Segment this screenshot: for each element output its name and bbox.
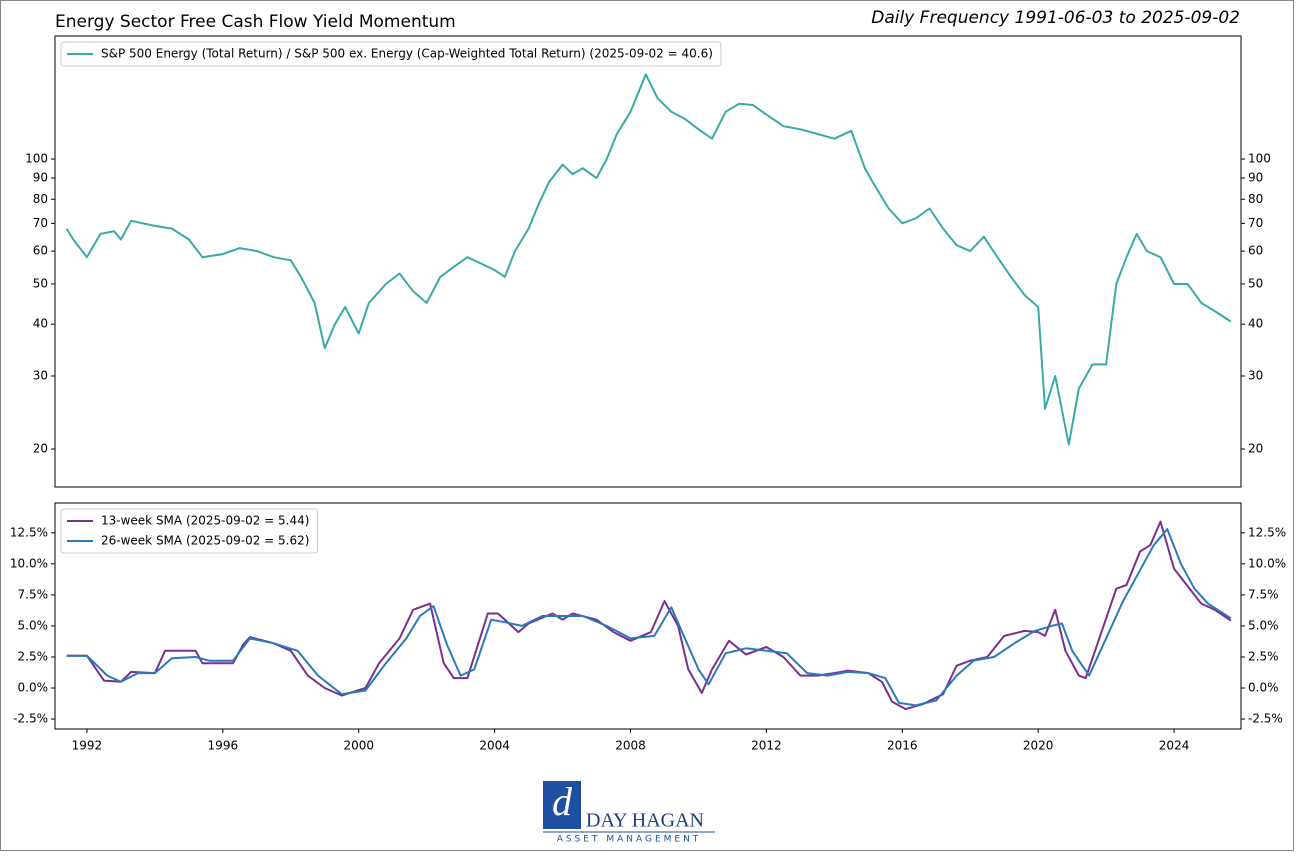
y-tick-label: 60 — [33, 244, 48, 258]
y-tick-label-right: 5.0% — [1248, 618, 1279, 632]
x-tick-label: 2012 — [751, 739, 782, 753]
y-tick-label: 70 — [33, 216, 48, 230]
y-tick-label: 0.0% — [18, 681, 49, 695]
y-tick-label: 90 — [33, 171, 48, 185]
page-subtitle: Daily Frequency 1991-06-03 to 2025-09-02 — [871, 8, 1240, 28]
x-tick-label: 1992 — [72, 739, 103, 753]
y-tick-label: 5.0% — [18, 618, 49, 632]
y-tick-label: 20 — [33, 442, 48, 456]
logo-letter: d — [552, 779, 573, 824]
y-tick-label-right: 40 — [1248, 317, 1263, 331]
y-tick-label-right: 20 — [1248, 442, 1263, 456]
series-line — [65, 73, 1232, 446]
x-tick-label: 2024 — [1159, 739, 1190, 753]
y-tick-label-right: 2.5% — [1248, 649, 1279, 663]
y-tick-label-right: 50 — [1248, 276, 1263, 290]
y-tick-label-right: 10.0% — [1248, 556, 1286, 570]
plot-frame — [54, 502, 1242, 730]
x-tick-label: 2008 — [615, 739, 646, 753]
x-tick-label: 2004 — [479, 739, 510, 753]
y-tick-label: 30 — [33, 368, 48, 382]
y-tick-label-right: 7.5% — [1248, 587, 1279, 601]
y-tick-label-right: 90 — [1248, 171, 1263, 185]
logo: d DAY HAGAN ASSET MANAGEMENT — [543, 779, 715, 845]
y-tick-label: -2.5% — [13, 712, 48, 726]
logo-mark — [543, 781, 581, 829]
legend-label: 26-week SMA (2025-09-02 = 5.62) — [101, 534, 309, 548]
y-tick-label-right: -2.5% — [1248, 712, 1283, 726]
y-tick-label-right: 80 — [1248, 192, 1263, 206]
series-line — [66, 528, 1232, 707]
y-tick-label: 100 — [25, 152, 48, 166]
legend-label: S&P 500 Energy (Total Return) / S&P 500 … — [101, 47, 713, 61]
logo-tagline: ASSET MANAGEMENT — [557, 835, 702, 845]
x-tick-label: 2016 — [887, 739, 918, 753]
y-tick-label-right: 0.0% — [1248, 681, 1279, 695]
series-line — [66, 520, 1232, 711]
x-tick-label: 2020 — [1023, 739, 1054, 753]
y-tick-label-right: 100 — [1248, 152, 1271, 166]
y-tick-label-right: 30 — [1248, 368, 1263, 382]
logo-name: DAY HAGAN — [586, 810, 704, 832]
x-tick-label: 2000 — [343, 739, 374, 753]
y-tick-label: 7.5% — [18, 587, 49, 601]
plot-frame — [54, 35, 1242, 488]
y-tick-label: 12.5% — [10, 525, 48, 539]
x-tick-label: 1996 — [208, 739, 239, 753]
legend: 13-week SMA (2025-09-02 = 5.44) 26-week S… — [60, 508, 318, 554]
y-tick-label-right: 70 — [1248, 216, 1263, 230]
legend-frame — [60, 508, 318, 554]
y-tick-label: 40 — [33, 317, 48, 331]
y-tick-label: 50 — [33, 276, 48, 290]
y-tick-label: 10.0% — [10, 556, 48, 570]
y-tick-label-right: 60 — [1248, 244, 1263, 258]
legend-frame — [60, 41, 722, 67]
y-tick-label: 2.5% — [18, 649, 49, 663]
page-title: Energy Sector Free Cash Flow Yield Momen… — [55, 12, 456, 32]
legend: S&P 500 Energy (Total Return) / S&P 500 … — [60, 41, 722, 67]
y-tick-label-right: 12.5% — [1248, 525, 1286, 539]
legend-label: 13-week SMA (2025-09-02 = 5.44) — [101, 514, 309, 528]
y-tick-label: 80 — [33, 192, 48, 206]
